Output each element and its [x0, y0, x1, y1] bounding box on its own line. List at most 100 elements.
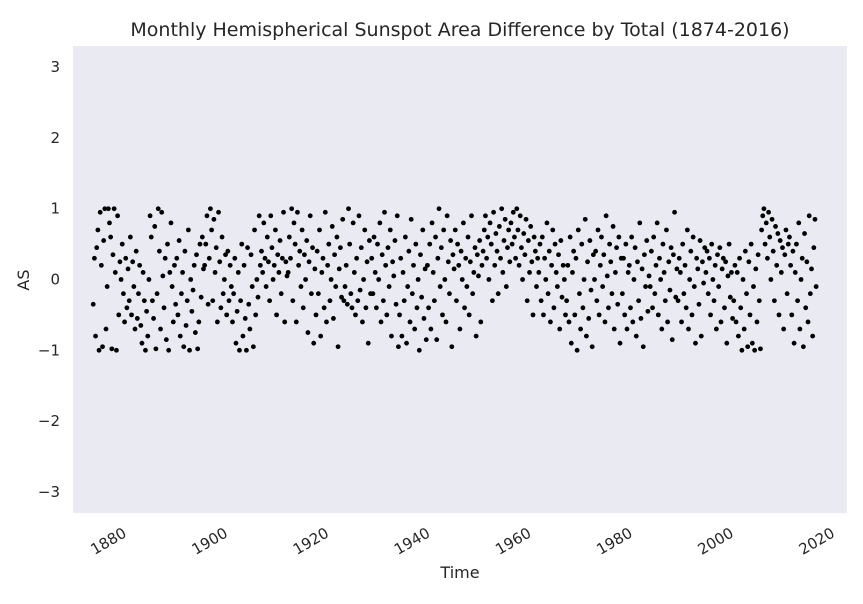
data-point	[304, 238, 310, 243]
data-point	[479, 262, 485, 268]
data-point	[397, 312, 402, 318]
data-point	[269, 245, 275, 251]
data-point	[536, 270, 542, 275]
data-point	[405, 284, 411, 289]
data-point	[227, 262, 233, 268]
data-point	[300, 305, 306, 311]
data-point	[199, 234, 205, 240]
data-point	[589, 344, 595, 350]
data-point	[551, 305, 557, 311]
data-point	[542, 255, 548, 261]
data-point	[166, 347, 172, 353]
data-point	[617, 340, 623, 346]
data-point	[765, 255, 770, 261]
data-point	[182, 248, 188, 254]
data-point	[502, 216, 508, 222]
data-point	[532, 248, 538, 254]
data-point	[356, 213, 362, 219]
data-point	[610, 224, 616, 229]
data-point	[781, 326, 787, 332]
data-point	[560, 262, 566, 268]
data-point	[529, 259, 535, 265]
data-point	[463, 255, 469, 261]
data-point	[324, 319, 329, 325]
data-point	[706, 255, 712, 261]
data-point	[408, 216, 414, 222]
data-point	[205, 301, 211, 307]
data-point	[279, 255, 285, 261]
data-point	[769, 216, 775, 222]
data-point	[600, 284, 606, 289]
data-point	[651, 234, 657, 240]
y-tick-label: 0	[50, 271, 60, 289]
data-point	[592, 277, 597, 282]
data-point	[295, 209, 300, 215]
data-point	[534, 284, 539, 289]
data-point	[635, 259, 640, 265]
data-point	[389, 333, 394, 339]
data-point	[273, 227, 278, 233]
data-point	[455, 241, 460, 247]
data-point	[660, 241, 666, 247]
data-point	[343, 262, 349, 268]
data-point	[346, 206, 351, 212]
data-point	[141, 298, 147, 304]
data-point	[153, 346, 159, 352]
data-point	[286, 234, 292, 240]
data-point	[371, 234, 377, 240]
data-point	[694, 255, 700, 261]
data-point	[216, 209, 221, 215]
data-point	[290, 298, 296, 304]
data-point	[510, 209, 516, 215]
data-point	[314, 248, 320, 254]
data-point	[241, 262, 247, 268]
data-point	[687, 277, 693, 282]
data-point	[648, 248, 654, 254]
data-point	[231, 291, 237, 297]
data-point	[362, 227, 368, 233]
data-point	[312, 266, 318, 272]
data-point	[681, 291, 687, 297]
data-point	[623, 241, 629, 247]
data-point	[152, 224, 158, 229]
data-point	[94, 245, 100, 251]
data-point	[798, 277, 804, 282]
data-point	[665, 319, 671, 325]
data-point	[809, 266, 814, 272]
data-point	[203, 241, 209, 247]
data-point	[571, 248, 577, 254]
data-point	[96, 347, 102, 353]
data-point	[493, 231, 499, 236]
data-point	[751, 284, 756, 289]
data-point	[587, 238, 593, 243]
data-point	[590, 252, 596, 258]
data-point	[498, 255, 503, 261]
y-tick-label: −1	[38, 341, 60, 359]
data-point	[132, 326, 138, 332]
data-point	[161, 305, 167, 311]
data-point	[667, 287, 673, 293]
data-point	[130, 259, 136, 265]
data-point	[112, 270, 118, 275]
data-point	[333, 284, 339, 289]
data-point	[187, 347, 192, 353]
data-point	[705, 291, 711, 297]
x-tick-label: 1960	[492, 524, 534, 559]
data-point	[292, 241, 298, 247]
data-point	[184, 298, 190, 304]
data-point	[218, 305, 224, 311]
data-point	[550, 227, 556, 233]
data-point	[123, 255, 129, 261]
data-point	[181, 344, 187, 350]
y-tick-label: −3	[38, 483, 60, 501]
data-point	[500, 270, 506, 275]
data-point	[708, 312, 713, 318]
data-point	[423, 337, 429, 343]
data-point	[688, 248, 694, 254]
data-point	[566, 319, 572, 325]
data-point	[144, 308, 150, 314]
x-tick-label: 1980	[593, 524, 635, 559]
data-point	[327, 298, 333, 304]
data-point	[109, 346, 115, 352]
data-point	[340, 216, 346, 222]
